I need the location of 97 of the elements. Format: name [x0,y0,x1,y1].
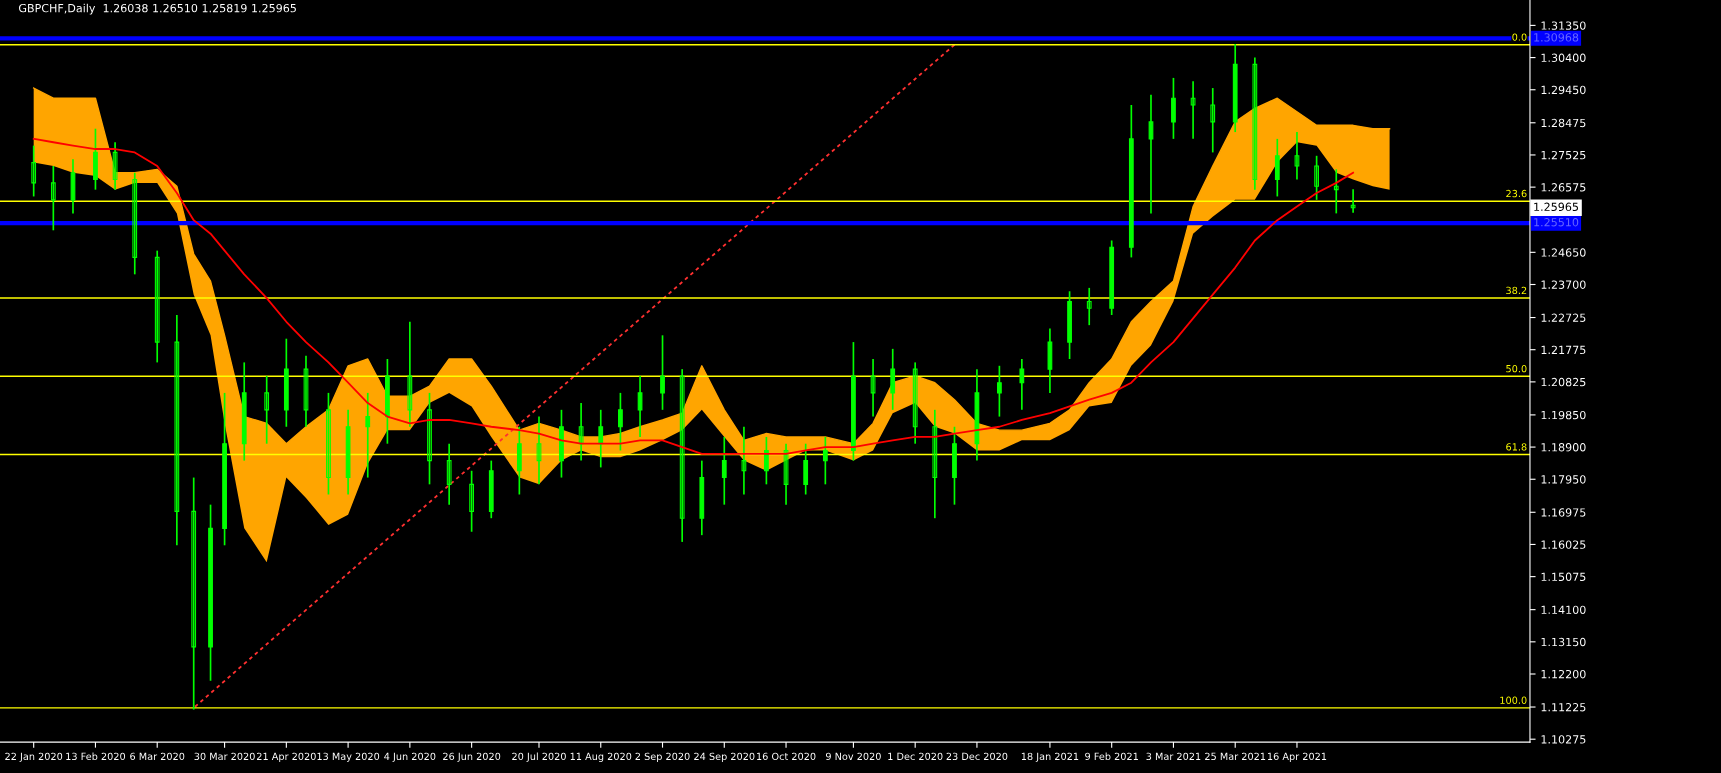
annotation: 50.0 [1506,364,1527,373]
x-tick-label: 9 Nov 2020 [825,752,881,761]
candlestick [132,171,138,276]
y-tick-label: 1.15075 [1541,572,1586,582]
candlestick [997,364,1002,418]
x-tick-label: 4 Jun 2020 [384,752,436,762]
candlestick [1190,80,1196,140]
candlestick [1274,138,1280,198]
candlestick [637,375,643,438]
y-tick-label: 1.14100 [1541,605,1586,615]
x-tick-label: 18 Jan 2021 [1021,752,1079,762]
candlestick [427,392,432,486]
y-tick-label: 1.24650 [1541,248,1586,257]
candlestick [578,402,584,462]
candlestick [1314,154,1319,201]
chart-title: GBPCHF,Daily 1.26038 1.26510 1.25819 1.25965 [18,3,296,15]
candlestick [1086,287,1092,326]
x-tick-label: 20 Jul 2020 [512,752,566,762]
x-tick-label: 1 Dec 2020 [888,752,943,761]
y-tick-label: 1.21775 [1541,345,1586,355]
candlestick [660,334,665,411]
candlestick [112,141,118,191]
candlestick [303,354,309,428]
candlestick [783,442,789,506]
ref-line-label: 1.30968 [1534,33,1579,42]
x-tick-label: 16 Apr 2021 [1267,752,1327,762]
candlestick [174,314,180,547]
candlestick [1333,168,1339,215]
x-tick-label: 21 Apr 2020 [257,752,316,762]
y-tick-label: 1.29450 [1541,85,1586,95]
x-tick-label: 30 Mar 2020 [194,752,255,761]
y-tick-label: 1.16025 [1541,540,1586,549]
x-tick-label: 26 Jun 2020 [443,752,501,762]
candlestick [1294,131,1300,181]
candlestick [1350,188,1356,214]
candlestick [1019,358,1025,411]
y-tick-label: 1.22725 [1541,313,1586,322]
x-tick-label: 24 Sep 2020 [694,752,755,762]
candlestick [154,249,160,364]
candlestick [446,442,452,506]
x-tick-label: 16 Oct 2020 [757,752,816,761]
candlestick [598,408,604,469]
candlestick [536,415,542,486]
candlestick [407,320,413,428]
y-tick-label: 1.17950 [1541,475,1586,484]
y-tick-label: 1.26575 [1541,183,1586,192]
y-tick-label: 1.10275 [1541,735,1586,744]
x-tick-label: 11 Aug 2020 [570,752,632,762]
y-tick-label: 1.28475 [1541,118,1586,128]
x-tick-label: 22 Jan 2020 [5,752,63,762]
candlestick [365,392,371,479]
x-tick-label: 25 Mar 2021 [1205,752,1266,761]
candlestick [1171,77,1176,140]
candlestick [618,392,623,452]
x-tick-label: 23 Dec 2020 [946,752,1008,761]
candlestick [31,144,37,198]
x-tick-label: 3 Mar 2021 [1146,752,1201,761]
candlestick [932,408,938,520]
candlestick [50,165,56,232]
y-tick-label: 1.23700 [1541,280,1586,289]
text: 1.25965 [1534,202,1579,212]
annotation: 100.0 [1500,696,1527,704]
candlestick [912,361,918,445]
y-tick-label: 1.19850 [1541,410,1586,420]
annotation: 38.2 [1506,286,1527,295]
candlestick [741,425,747,496]
y-tick-label: 1.16975 [1541,508,1586,517]
x-tick-label: 2 Sep 2020 [635,752,690,762]
candlestick [264,375,270,445]
candlestick [191,476,197,711]
x-tick-label: 9 Feb 2021 [1085,752,1138,761]
y-tick-label: 1.11225 [1541,703,1586,712]
y-tick-label: 1.18900 [1541,443,1586,452]
candlestick [764,436,769,486]
candlestick [1252,56,1258,191]
candlestick [679,368,685,543]
y-tick-label: 1.31350 [1541,21,1586,30]
annotation: 23.6 [1506,189,1527,198]
y-tick-label: 1.30400 [1541,53,1586,62]
candlestick [822,436,828,486]
x-tick-label: 13 Feb 2020 [66,752,126,761]
candlestick [870,358,876,418]
x-tick-label: 6 Mar 2020 [130,752,185,761]
y-tick-label: 1.20825 [1541,377,1586,387]
x-tick-label: 13 May 2020 [317,752,380,762]
ref-line-label: 1.25510 [1534,218,1579,227]
candlestick [803,442,809,496]
candlestick [326,392,331,496]
y-tick-label: 1.12200 [1541,669,1586,679]
candlestick [469,469,475,533]
annotation: 61.8 [1506,443,1527,451]
candlestick [890,348,896,411]
y-tick-label: 1.13150 [1541,637,1586,647]
candlestick [721,436,727,506]
candlestick [1210,87,1216,154]
annotation: 0.0 [1512,33,1527,41]
y-tick-label: 1.27525 [1541,150,1586,160]
